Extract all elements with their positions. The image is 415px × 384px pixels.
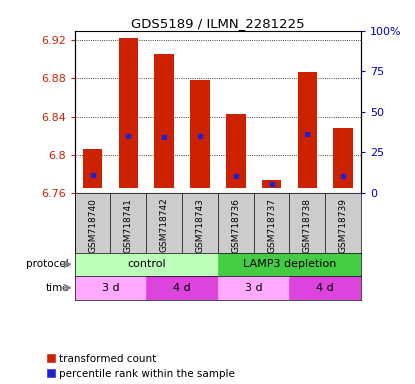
Bar xyxy=(298,72,317,188)
Text: GSM718738: GSM718738 xyxy=(303,198,312,253)
Bar xyxy=(262,180,281,188)
Text: control: control xyxy=(127,259,166,269)
Text: GSM718743: GSM718743 xyxy=(195,198,205,253)
Text: 3 d: 3 d xyxy=(102,283,119,293)
Text: GSM718736: GSM718736 xyxy=(231,198,240,253)
Bar xyxy=(154,54,174,188)
Text: 3 d: 3 d xyxy=(245,283,262,293)
Bar xyxy=(226,114,246,188)
Bar xyxy=(75,276,146,300)
Text: GSM718742: GSM718742 xyxy=(160,198,168,252)
Text: GSM718739: GSM718739 xyxy=(339,198,348,253)
Bar xyxy=(146,276,218,300)
Text: time: time xyxy=(45,283,69,293)
Text: GSM718741: GSM718741 xyxy=(124,198,133,253)
Text: GSM718737: GSM718737 xyxy=(267,198,276,253)
Text: protocol: protocol xyxy=(26,259,69,269)
Bar xyxy=(119,38,138,188)
Title: GDS5189 / ILMN_2281225: GDS5189 / ILMN_2281225 xyxy=(131,17,305,30)
Bar xyxy=(290,276,361,300)
Bar xyxy=(75,253,218,276)
Bar xyxy=(333,128,353,188)
Bar xyxy=(218,253,361,276)
Text: 4 d: 4 d xyxy=(173,283,191,293)
Text: 4 d: 4 d xyxy=(316,283,334,293)
Text: GSM718740: GSM718740 xyxy=(88,198,97,253)
Legend: transformed count, percentile rank within the sample: transformed count, percentile rank withi… xyxy=(47,354,235,379)
Bar xyxy=(218,276,290,300)
Bar xyxy=(83,149,103,188)
Text: LAMP3 depletion: LAMP3 depletion xyxy=(243,259,336,269)
Bar xyxy=(190,80,210,188)
